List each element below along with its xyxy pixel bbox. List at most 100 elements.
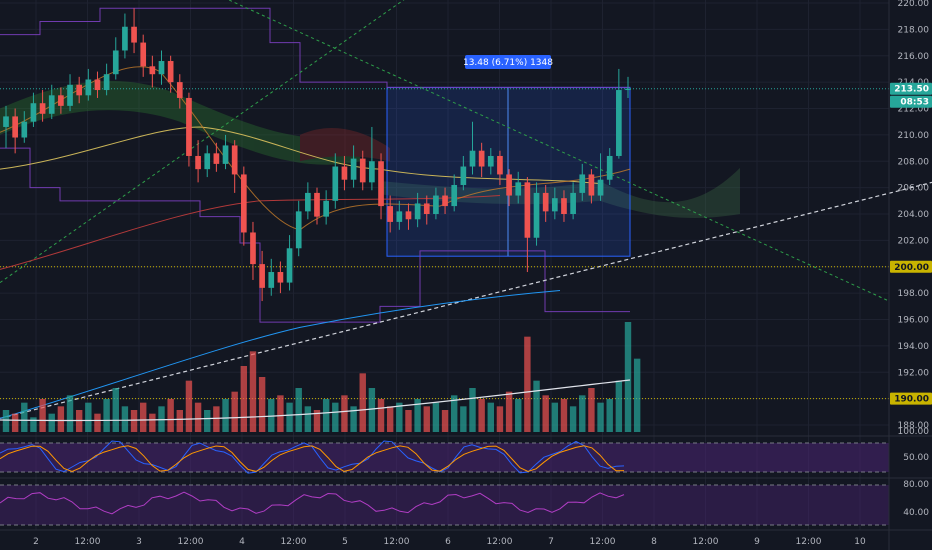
volume-bar — [268, 399, 275, 432]
donchian-channel — [0, 7, 630, 323]
candle-body — [305, 192, 311, 212]
volume-bar — [377, 399, 385, 432]
price-axis: 220.00218.00216.00214.00212.00210.00208.… — [888, 0, 932, 550]
time-tick: 6 — [445, 537, 451, 547]
candle-body — [597, 179, 604, 196]
candle — [67, 74, 73, 112]
candle-body — [314, 192, 320, 217]
volume-ma — [0, 379, 631, 422]
volume-bar — [39, 399, 46, 432]
volume-bar — [633, 358, 641, 432]
candle-body — [487, 155, 494, 167]
price-tick: 206.00 — [898, 184, 930, 194]
price-tick: 196.00 — [898, 316, 930, 326]
candle — [625, 76, 631, 98]
candle-body — [551, 198, 558, 212]
volume-bar — [94, 413, 101, 432]
volume-bar — [103, 399, 110, 432]
candle-body — [21, 121, 28, 138]
candle — [286, 235, 293, 291]
time-tick: 7 — [548, 537, 554, 547]
volume-bar — [451, 395, 458, 432]
time-tick: 12:00 — [487, 537, 513, 547]
volume-bar — [140, 402, 147, 432]
volume-bar — [332, 402, 339, 432]
candle — [176, 74, 183, 109]
time-tick: 9 — [754, 537, 760, 547]
candle — [240, 166, 247, 246]
indicator-tick: 80.00 — [903, 480, 929, 490]
candle-body — [350, 158, 357, 180]
candle — [460, 155, 467, 191]
countdown-tag: 08:53 — [900, 98, 929, 108]
volume-bar — [560, 399, 568, 432]
candle-body — [186, 97, 192, 156]
volume-bar — [423, 406, 430, 432]
time-tick: 12:00 — [178, 537, 204, 547]
candle-body — [396, 211, 403, 222]
volume-bar — [396, 402, 403, 432]
price-tick: 210.00 — [898, 131, 930, 141]
candle-body — [213, 153, 220, 164]
candle — [570, 182, 576, 220]
volume-bar — [176, 410, 183, 432]
volume-bar — [57, 406, 65, 432]
candle-body — [76, 84, 83, 96]
candle — [231, 140, 238, 193]
volume-bar — [496, 406, 504, 432]
candle-body — [140, 42, 147, 67]
candle-body — [378, 161, 384, 207]
candle-body — [295, 211, 302, 249]
candle — [542, 184, 549, 222]
time-tick: 2 — [33, 537, 39, 547]
ma-blue — [0, 289, 561, 419]
candle-body — [94, 79, 101, 91]
volume-bar — [204, 410, 211, 432]
candle — [158, 50, 165, 85]
volume-bar — [149, 413, 156, 432]
candle — [350, 145, 357, 188]
candle-body — [3, 116, 9, 127]
fan-line — [227, 0, 890, 302]
candle — [423, 195, 430, 225]
volume-bar — [551, 402, 559, 432]
volume-bar — [66, 395, 74, 432]
candle-body — [231, 145, 238, 175]
candle-body — [533, 192, 540, 238]
price-tick: 194.00 — [898, 342, 930, 352]
candle — [515, 171, 522, 204]
price-tick: 202.00 — [898, 236, 930, 246]
volume-bar — [542, 395, 549, 432]
candle-body — [158, 61, 165, 75]
candle — [341, 155, 348, 191]
candle-body — [286, 248, 293, 283]
candle-body — [542, 192, 549, 212]
candle — [451, 174, 458, 212]
candle-body — [387, 206, 394, 222]
volume-bar — [469, 388, 476, 432]
candle — [314, 187, 320, 225]
time-tick: 4 — [239, 537, 245, 547]
candle-body — [240, 174, 247, 233]
stoch-d-line — [0, 445, 625, 473]
support-trendline — [0, 181, 932, 419]
candle-body — [222, 145, 229, 164]
cloud-area — [300, 128, 390, 162]
volume-bar — [194, 402, 202, 432]
candle — [295, 200, 302, 257]
volume-bar — [341, 395, 348, 432]
volume-bar — [304, 406, 312, 432]
measure-label-bg — [465, 55, 551, 69]
volume-bar — [2, 410, 10, 432]
candle-body — [460, 166, 467, 185]
candle — [506, 169, 512, 207]
candle — [469, 121, 476, 175]
candle — [30, 92, 37, 127]
level-tag: 200.00 — [894, 263, 929, 273]
volume-bar — [359, 373, 366, 432]
time-tick: 12:00 — [590, 537, 616, 547]
volume-bar — [222, 399, 229, 432]
candle-body — [167, 61, 174, 83]
